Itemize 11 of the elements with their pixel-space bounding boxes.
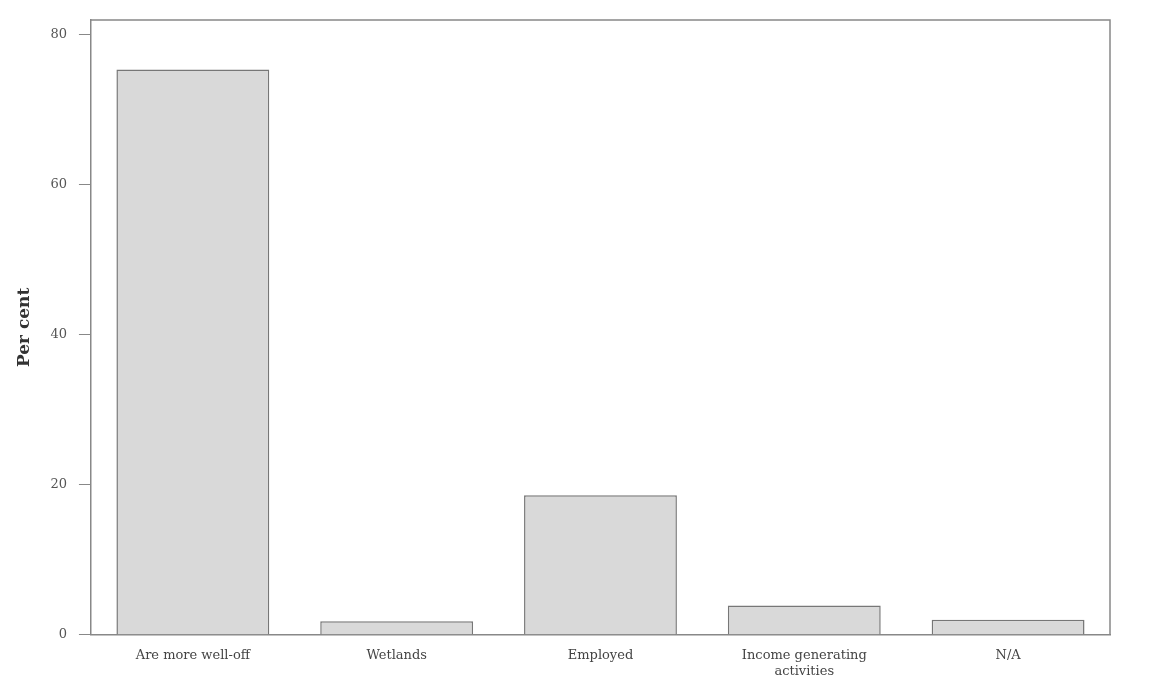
x-tick-label: Income generating activities xyxy=(741,646,867,678)
x-tick-label: Wetlands xyxy=(366,646,427,662)
x-tick-label: N/A xyxy=(995,646,1022,662)
y-tick-label: 60 xyxy=(50,176,67,192)
y-tick-label: 40 xyxy=(50,326,67,342)
y-tick-label: 80 xyxy=(50,26,67,42)
y-tick-label: 20 xyxy=(50,476,67,492)
x-tick-label: Employed xyxy=(567,646,634,662)
y-tick-label: 0 xyxy=(58,626,67,642)
y-axis-title: Per cent xyxy=(12,287,33,368)
x-tick-label: Are more well-off xyxy=(134,646,252,662)
